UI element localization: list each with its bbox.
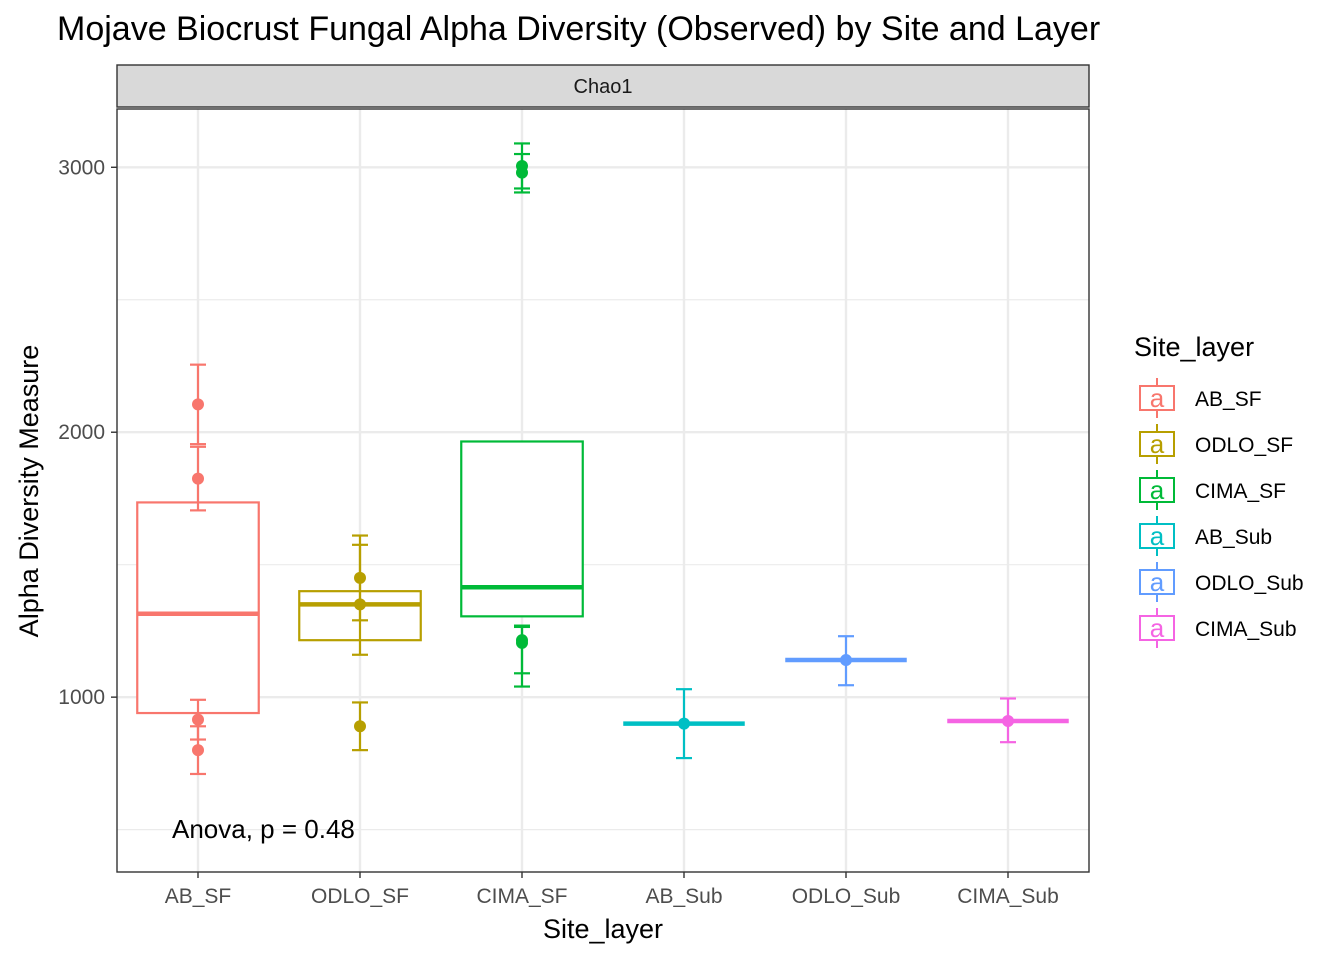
legend-label: AB_Sub	[1195, 526, 1272, 549]
data-point	[516, 166, 528, 179]
grid	[117, 109, 1089, 872]
legend-label: CIMA_Sub	[1195, 618, 1297, 641]
data-point	[192, 713, 204, 726]
chart-title: Mojave Biocrust Fungal Alpha Diversity (…	[57, 10, 1100, 48]
legend-label: ODLO_Sub	[1195, 572, 1304, 595]
boxes	[136, 440, 1069, 726]
data-point	[516, 636, 528, 649]
legend-key-box	[1139, 477, 1175, 503]
facet-label: Chao1	[574, 76, 633, 98]
data-point	[840, 654, 852, 667]
box	[136, 501, 260, 715]
x-tick-label: AB_SF	[165, 885, 232, 908]
facet-strip	[116, 64, 1090, 108]
x-tick-label: AB_Sub	[645, 885, 722, 908]
panel-border	[116, 108, 1090, 873]
x-axis: AB_SF ODLO_SF CIMA_SF AB_Sub ODLO_Sub CIMA_Su…	[165, 872, 1059, 908]
legend-title: Site_layer	[1134, 332, 1254, 362]
y-axis-title: Alpha Diversity Measure	[14, 345, 44, 638]
legend-key-glyph: a	[1150, 613, 1165, 643]
points	[190, 142, 1016, 776]
legend-label: AB_SF	[1195, 388, 1262, 411]
legend-key-box	[1139, 523, 1175, 549]
legend-label: CIMA_SF	[1195, 480, 1286, 503]
data-point	[354, 598, 366, 611]
legend-key-glyph: a	[1150, 567, 1165, 597]
legend-key-glyph: a	[1150, 521, 1165, 551]
legend-key-glyph: a	[1150, 383, 1165, 413]
legend-key-box	[1139, 615, 1175, 641]
box	[460, 440, 584, 618]
legend-key-box	[1139, 385, 1175, 411]
legend-key-glyph: a	[1150, 429, 1165, 459]
data-point	[678, 717, 690, 730]
x-axis-title: Site_layer	[543, 914, 663, 944]
x-tick-label: ODLO_Sub	[792, 885, 901, 908]
y-tick-label: 2000	[58, 421, 105, 444]
anova-annotation: Anova, p = 0.48	[172, 814, 355, 844]
data-point	[192, 472, 204, 485]
data-point	[192, 398, 204, 411]
legend-key-glyph: a	[1150, 475, 1165, 505]
legend-key-box	[1139, 569, 1175, 595]
legend: Site_layer a AB_SFa ODLO_SFa CIMA_SFa AB_Sub…	[1134, 332, 1304, 648]
legend-key-box	[1139, 431, 1175, 457]
y-axis: 1000 2000 3000	[58, 156, 117, 709]
data-point	[192, 744, 204, 757]
x-tick-label: ODLO_SF	[311, 885, 409, 908]
y-tick-label: 3000	[58, 156, 105, 179]
data-point	[1002, 714, 1014, 727]
data-point	[354, 720, 366, 733]
x-tick-label: CIMA_Sub	[957, 885, 1059, 908]
legend-label: ODLO_SF	[1195, 434, 1293, 457]
x-tick-label: CIMA_SF	[476, 885, 567, 908]
y-tick-label: 1000	[58, 686, 105, 709]
